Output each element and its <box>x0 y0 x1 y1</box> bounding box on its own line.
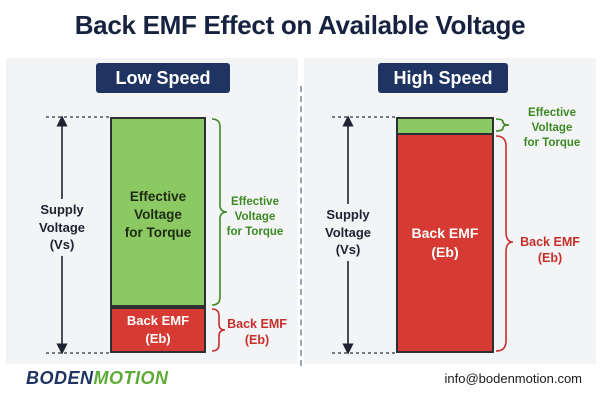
low-effective-annotation: Effective Voltage for Torque <box>222 195 288 240</box>
high-backemf-bar-line-2: (Eb) <box>431 243 459 260</box>
high-backemf-annotation: Back EMF (Eb) <box>514 234 586 267</box>
page-title: Back EMF Effect on Available Voltage <box>74 10 526 40</box>
low-effective-bar-line-2: Voltage <box>134 207 182 223</box>
boden-motion-logo: BODENMOTION <box>26 368 169 389</box>
low-effective-ann-line-3: for Torque <box>226 225 284 238</box>
low-supply-line-3: (Vs) <box>49 237 75 253</box>
high-backemf-bar-line-1: Back EMF <box>411 225 479 241</box>
low-speed-badge: Low Speed <box>96 63 230 93</box>
high-back-emf-bar <box>396 133 494 353</box>
high-effective-ann-line-2: Voltage <box>531 121 573 134</box>
low-effective-bar-label: Effective Voltage for Torque <box>110 188 206 243</box>
high-backemf-ann-line-1: Back EMF <box>520 235 580 249</box>
high-supply-line-2: Voltage <box>325 224 371 240</box>
high-effective-brace <box>495 118 510 132</box>
low-effective-ann-line-1: Effective <box>231 196 279 208</box>
high-speed-badge: High Speed <box>378 63 508 93</box>
high-backemf-bar-label: Back EMF (Eb) <box>396 224 494 262</box>
low-backemf-brace <box>211 308 226 352</box>
high-effective-ann-line-1: Effective <box>528 107 576 119</box>
low-effective-bar-line-1: Effective <box>129 189 187 204</box>
low-backemf-annotation: Back EMF (Eb) <box>224 316 290 349</box>
high-supply-line-1: Supply <box>326 207 370 222</box>
low-backemf-bar-line-1: Back EMF <box>126 313 190 328</box>
logo-text-motion: MOTION <box>93 368 169 388</box>
low-backemf-ann-line-1: Back EMF <box>227 317 287 331</box>
low-effective-brace <box>211 118 228 306</box>
low-backemf-bar-line-2: (Eb) <box>145 330 171 346</box>
low-supply-line-2: Voltage <box>39 219 85 235</box>
low-back-emf-bar <box>110 307 206 353</box>
low-effective-bar-line-3: for Torque <box>124 225 192 241</box>
high-backemf-brace <box>495 135 514 352</box>
high-supply-line-3: (Vs) <box>335 242 361 258</box>
logo-text-boden: BODEN <box>26 368 94 388</box>
low-supply-voltage-label: Supply Voltage (Vs) <box>30 199 94 256</box>
low-backemf-ann-line-2: (Eb) <box>244 333 270 348</box>
center-divider <box>300 86 302 366</box>
low-supply-line-1: Supply <box>40 202 84 217</box>
low-effective-voltage-bar <box>110 117 206 307</box>
high-effective-annotation: Effective Voltage for Torque <box>513 106 591 151</box>
low-effective-ann-line-2: Voltage <box>234 210 276 223</box>
low-backemf-bar-label: Back EMF (Eb) <box>110 312 206 347</box>
high-effective-ann-line-3: for Torque <box>523 136 581 149</box>
contact-email[interactable]: info@bodenmotion.com <box>444 371 583 386</box>
high-backemf-ann-line-2: (Eb) <box>537 251 563 266</box>
high-supply-voltage-label: Supply Voltage (Vs) <box>316 204 380 261</box>
